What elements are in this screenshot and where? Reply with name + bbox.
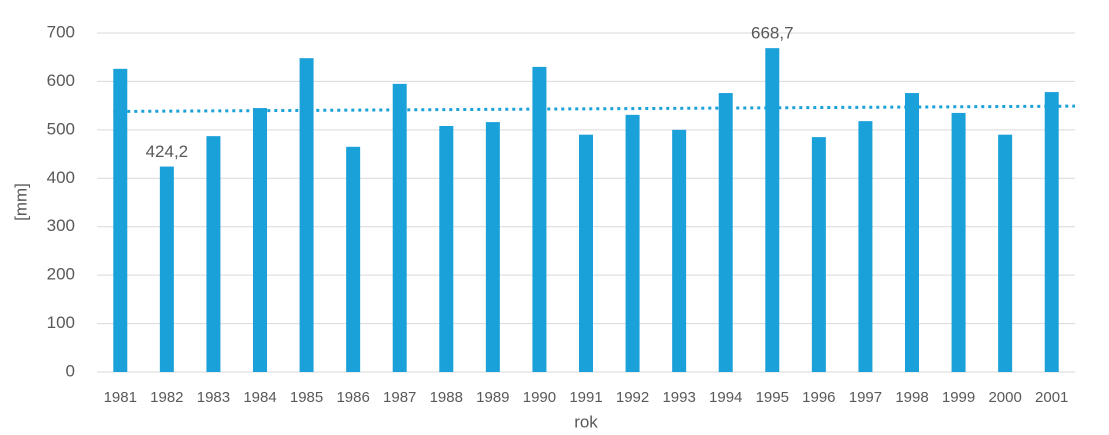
x-tick-label: 1991	[569, 389, 602, 406]
bar	[1044, 92, 1059, 372]
bar	[718, 93, 733, 373]
data-label: 424,2	[146, 142, 189, 161]
x-tick-label: 1981	[104, 389, 137, 406]
x-axis-label: rok	[574, 412, 598, 431]
x-tick-label: 1996	[802, 389, 835, 406]
bar	[765, 48, 780, 372]
x-tick-label: 1994	[709, 389, 742, 406]
x-tick-label: 1999	[942, 389, 975, 406]
x-tick-label: 1987	[383, 389, 416, 406]
x-tick-label: 1988	[430, 389, 463, 406]
x-tick-label: 1993	[662, 389, 695, 406]
bar	[858, 121, 873, 372]
bar	[253, 108, 267, 373]
x-tick-label: 1983	[197, 389, 230, 406]
x-tick-label: 2001	[1035, 389, 1068, 406]
x-tick-label: 1984	[243, 389, 276, 406]
bar	[998, 134, 1013, 372]
bar	[206, 136, 221, 372]
x-tick-label: 1998	[895, 389, 928, 406]
x-tick-label: 2000	[988, 389, 1021, 406]
bar	[625, 114, 640, 372]
bar	[439, 125, 454, 373]
y-tick-label: 600	[47, 71, 75, 90]
bar	[392, 83, 407, 372]
bar	[346, 146, 361, 372]
bar	[113, 68, 128, 372]
y-tick-label: 700	[47, 22, 75, 41]
y-tick-label: 400	[47, 168, 75, 187]
x-tick-label: 1986	[336, 389, 369, 406]
x-tick-label: 1989	[476, 389, 509, 406]
bar	[672, 129, 687, 372]
y-tick-label: 300	[47, 216, 75, 235]
y-axis-label: [mm]	[11, 183, 30, 221]
x-tick-label: 1997	[849, 389, 882, 406]
bar	[299, 58, 314, 372]
bar	[532, 66, 547, 373]
bar	[579, 134, 593, 372]
y-tick-label: 200	[47, 265, 75, 284]
x-tick-label: 1982	[150, 389, 183, 406]
bar	[159, 166, 174, 372]
x-tick-label: 1985	[290, 389, 323, 406]
y-tick-label: 0	[66, 361, 75, 380]
x-tick-label: 1992	[616, 389, 649, 406]
x-tick-label: 1990	[523, 389, 556, 406]
bar	[485, 122, 500, 372]
x-tick-label: 1995	[756, 389, 789, 406]
bar	[905, 93, 919, 373]
bar	[951, 112, 966, 373]
bar	[811, 137, 826, 372]
y-tick-label: 500	[47, 119, 75, 138]
y-tick-label: 100	[47, 313, 75, 332]
data-label: 668,7	[751, 24, 794, 43]
